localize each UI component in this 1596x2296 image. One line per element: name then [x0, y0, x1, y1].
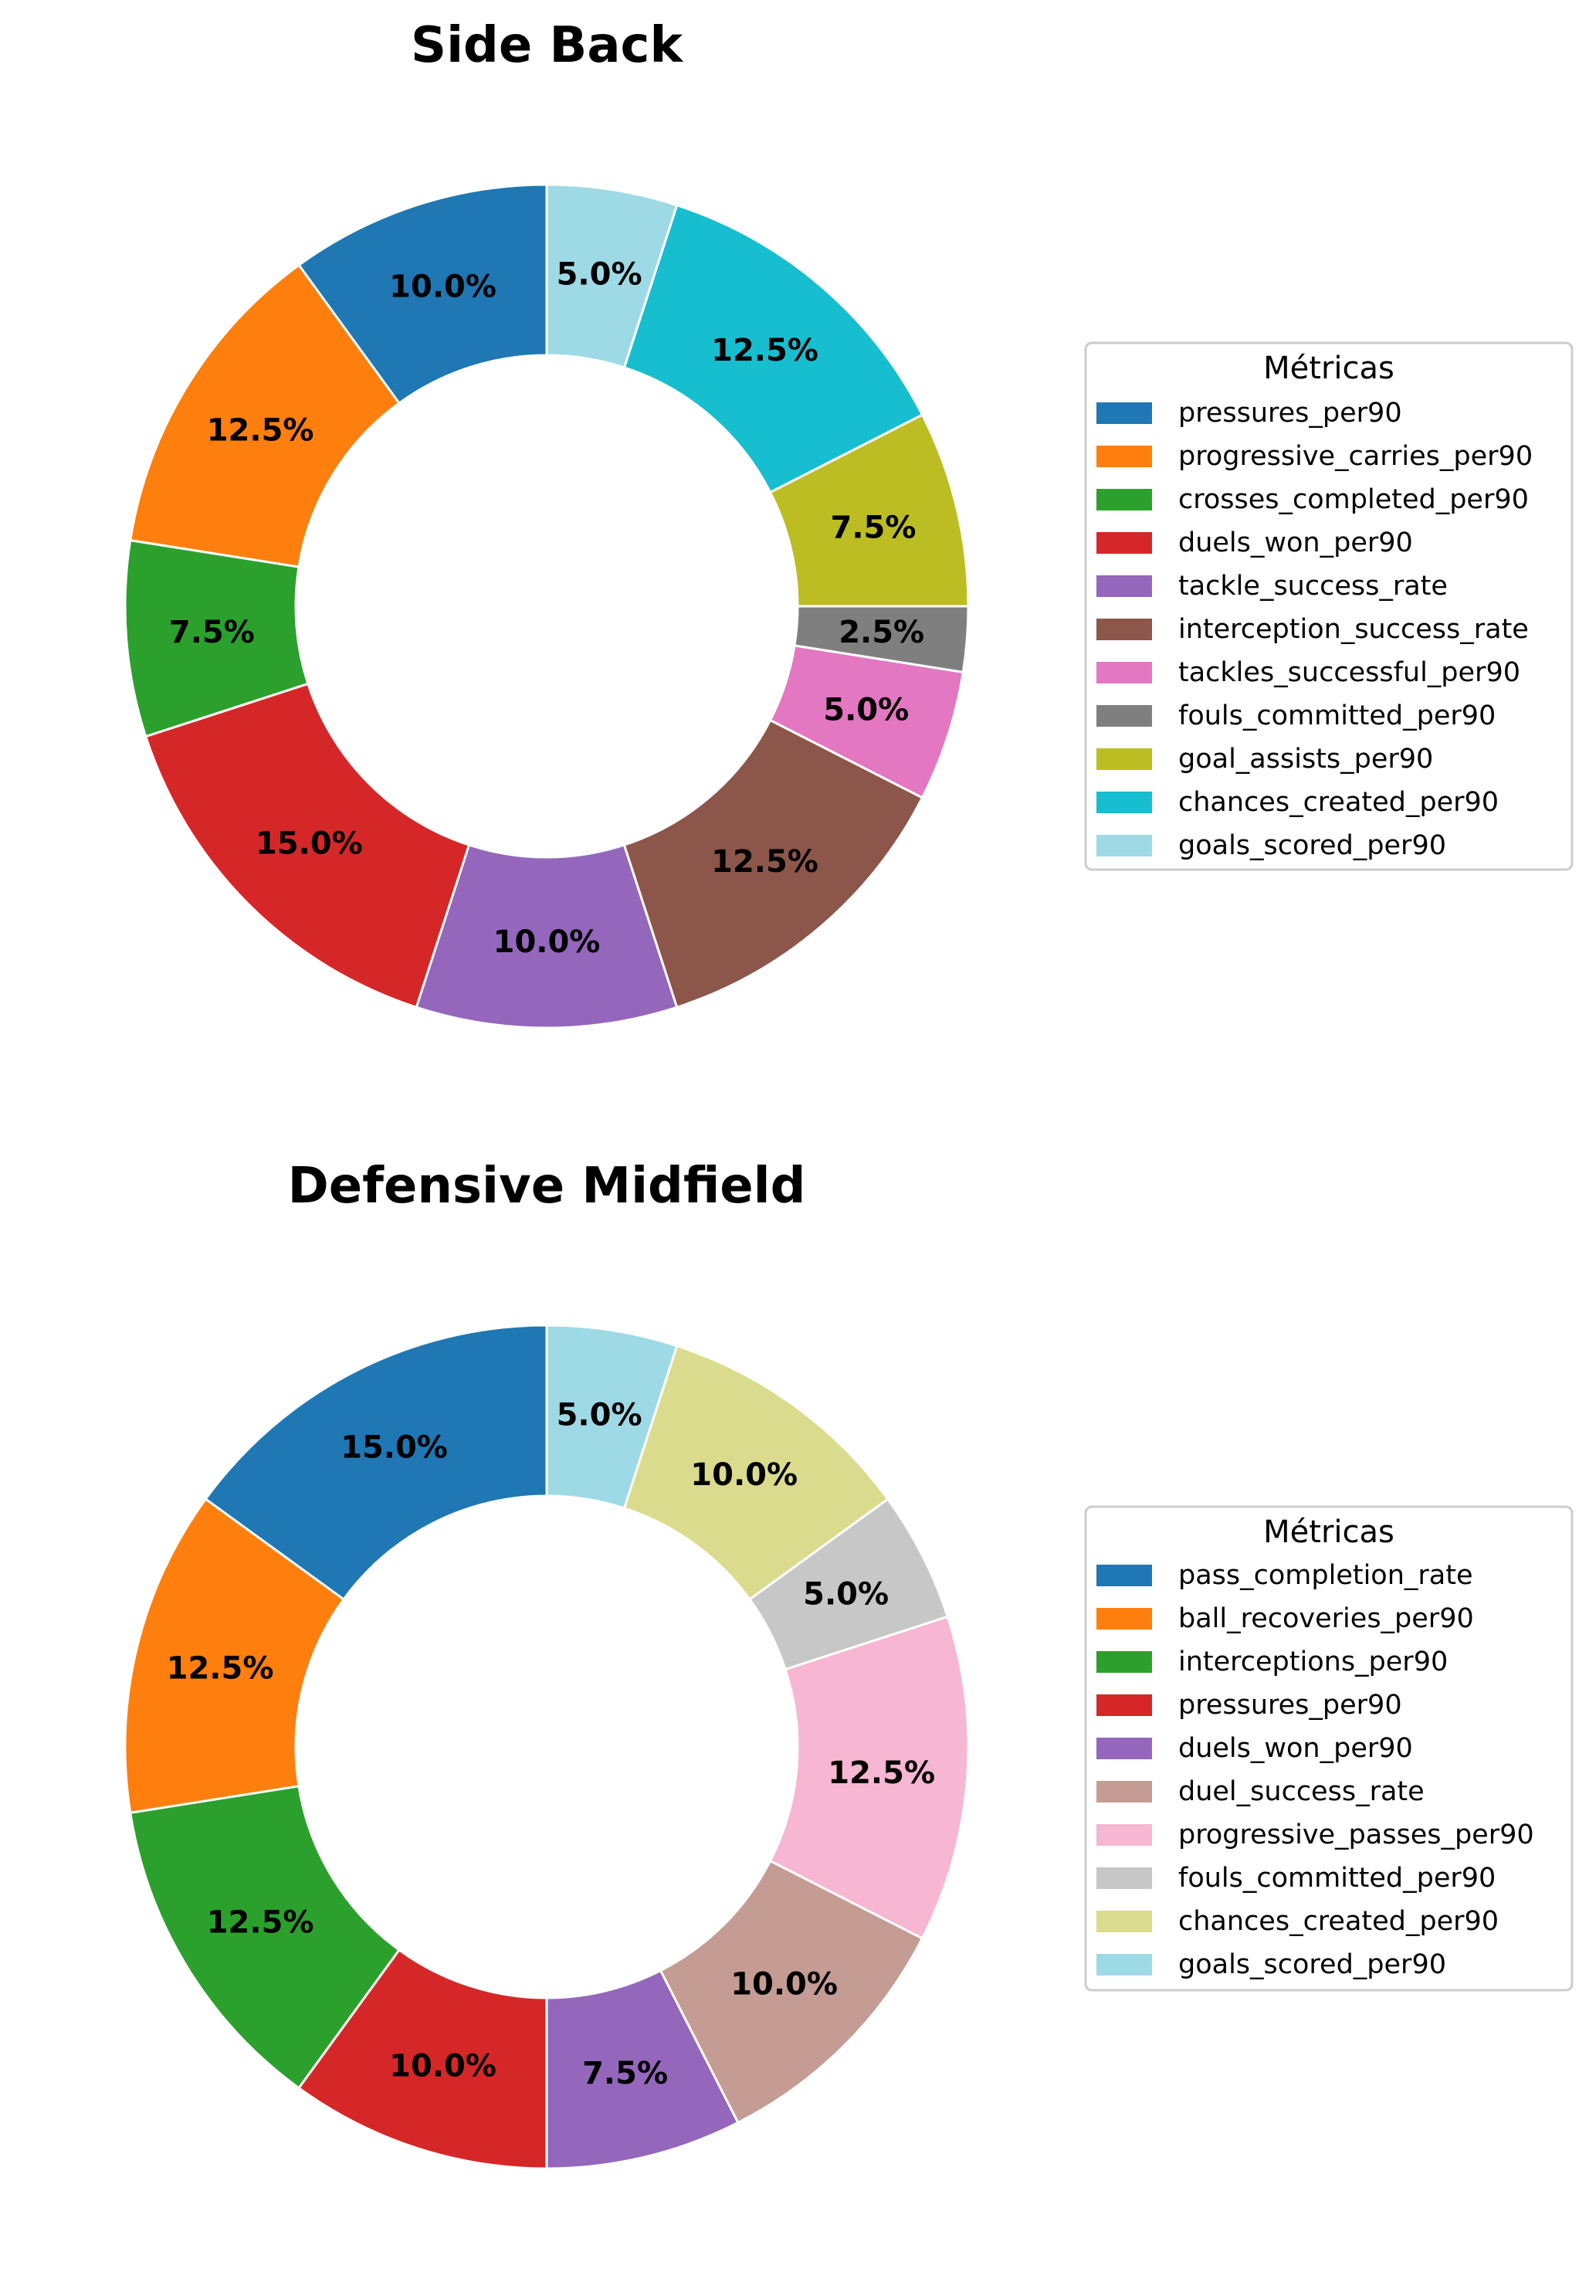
legend-swatch: [1096, 1867, 1152, 1889]
legend-frame: [1084, 341, 1574, 871]
slice-percent-label: 10.0%: [493, 924, 601, 960]
legend-entry-label: duels_won_per90: [1178, 527, 1413, 558]
legend: Métricas pressures_per90 progressive_carr…: [1084, 341, 1574, 871]
pie-slice-chances-created-per90: [622, 203, 924, 494]
pie-slice-progressive-passes-per90: [768, 1615, 970, 1940]
slice-percent-label: 12.5%: [828, 1755, 935, 1791]
legend-entry-label: pressures_per90: [1178, 398, 1402, 429]
slice-percent-label: 12.5%: [711, 333, 818, 368]
slice-percent-label: 12.5%: [167, 1650, 274, 1686]
legend-frame: [1084, 1505, 1574, 1992]
legend-entry-label: interception_success_rate: [1178, 614, 1529, 645]
slice-percent-label: 12.5%: [207, 413, 314, 449]
legend-swatch: [1096, 748, 1152, 770]
chart-title: Defensive Midfield: [288, 1158, 806, 1215]
slice-percent-label: 5.0%: [803, 1577, 889, 1613]
slice-percent-label: 5.0%: [557, 1397, 642, 1433]
legend-swatch: [1096, 489, 1152, 510]
legend-swatch: [1096, 1781, 1152, 1803]
legend-title: Métricas: [1263, 1514, 1394, 1550]
slice-percent-label: 5.0%: [823, 692, 909, 727]
legend: Métricas pass_completion_rate ball_recove…: [1084, 1505, 1574, 1992]
legend-swatch: [1096, 1954, 1152, 1976]
slice-percent-label: 10.0%: [389, 269, 496, 304]
slice-percent-label: 10.0%: [389, 2049, 496, 2084]
legend-swatch: [1096, 1694, 1152, 1716]
legend-swatch: [1096, 402, 1152, 424]
slice-percent-label: 7.5%: [582, 2056, 668, 2091]
pie-slice-duels-won-per90: [144, 682, 471, 1009]
legend-swatch: [1096, 1911, 1152, 1932]
legend-entry-label: tackles_successful_per90: [1178, 657, 1520, 688]
donut-chart: 15.0% 12.5% 12.5% 10.0% 7.5% 10.0% 12.5% 5.0% 10…: [124, 1324, 970, 2170]
legend-entry-label: fouls_committed_per90: [1178, 1863, 1496, 1894]
legend-entry-label: interceptions_per90: [1178, 1647, 1448, 1677]
pie-slice-pass-completion-rate: [204, 1324, 548, 1602]
slice-percent-label: 7.5%: [169, 615, 255, 650]
legend-entry-label: progressive_carries_per90: [1178, 441, 1533, 472]
legend-entry-label: fouls_committed_per90: [1178, 700, 1496, 731]
legend-entry-label: goals_scored_per90: [1178, 1949, 1446, 1980]
legend-entry-label: chances_created_per90: [1178, 1906, 1499, 1937]
legend-entry-label: pass_completion_rate: [1178, 1560, 1473, 1591]
slice-percent-label: 15.0%: [256, 826, 363, 862]
legend-entry-label: ball_recoveries_per90: [1178, 1603, 1474, 1634]
legend-swatch: [1096, 1608, 1152, 1630]
legend-swatch: [1096, 662, 1152, 683]
legend-swatch: [1096, 705, 1152, 727]
pie-slice-progressive-carries-per90: [129, 263, 402, 568]
legend-swatch: [1096, 446, 1152, 467]
legend-swatch: [1096, 1824, 1152, 1846]
legend-title: Métricas: [1263, 351, 1394, 386]
slice-percent-label: 2.5%: [839, 615, 924, 650]
pie-slice-interception-success-rate: [622, 718, 924, 1009]
legend-swatch: [1096, 1565, 1152, 1586]
pie-slice-goals-scored-per90: [545, 183, 679, 369]
donut-chart: 10.0% 12.5% 7.5% 15.0% 10.0% 12.5% 5.0% 2.5% 7.5…: [124, 183, 970, 1029]
legend-swatch: [1096, 835, 1152, 856]
legend-swatch: [1096, 1738, 1152, 1759]
legend-entry-label: duel_success_rate: [1178, 1776, 1425, 1807]
legend-entry-label: goal_assists_per90: [1178, 744, 1433, 775]
slice-percent-label: 10.0%: [690, 1457, 798, 1493]
legend-swatch: [1096, 619, 1152, 640]
side-back-chart: Side Back 10.0% 12.5% 7.5% 15.0% 10.0% 12.5% 5…: [124, 17, 1574, 1029]
legend-entry-label: duels_won_per90: [1178, 1733, 1413, 1764]
slice-percent-label: 5.0%: [557, 256, 642, 292]
legend-swatch: [1096, 792, 1152, 813]
pie-slice-ball-recoveries-per90: [124, 1497, 346, 1815]
legend-entry-label: progressive_passes_per90: [1178, 1820, 1534, 1850]
legend-entry-label: pressures_per90: [1178, 1690, 1402, 1721]
legend-entry-label: crosses_completed_per90: [1178, 484, 1529, 515]
chart-title: Side Back: [411, 17, 683, 74]
defensive-midfield-chart: Defensive Midfield 15.0% 12.5% 12.5% 10.0% 7…: [124, 1158, 1574, 2170]
legend-entry-label: goals_scored_per90: [1178, 830, 1446, 861]
pie-slice-goals-scored-per90: [545, 1324, 679, 1510]
slice-percent-label: 10.0%: [730, 1967, 838, 2003]
slice-percent-label: 7.5%: [831, 510, 917, 545]
legend-entry-label: tackle_success_rate: [1178, 571, 1448, 602]
legend-swatch: [1096, 532, 1152, 554]
slice-percent-label: 12.5%: [207, 1904, 314, 1940]
legend-swatch: [1096, 575, 1152, 597]
legend-entry-label: chances_created_per90: [1178, 787, 1499, 818]
slice-percent-label: 15.0%: [341, 1429, 448, 1465]
slice-percent-label: 12.5%: [711, 844, 818, 880]
pie-slice-interceptions-per90: [129, 1785, 402, 2090]
legend-swatch: [1096, 1651, 1152, 1673]
